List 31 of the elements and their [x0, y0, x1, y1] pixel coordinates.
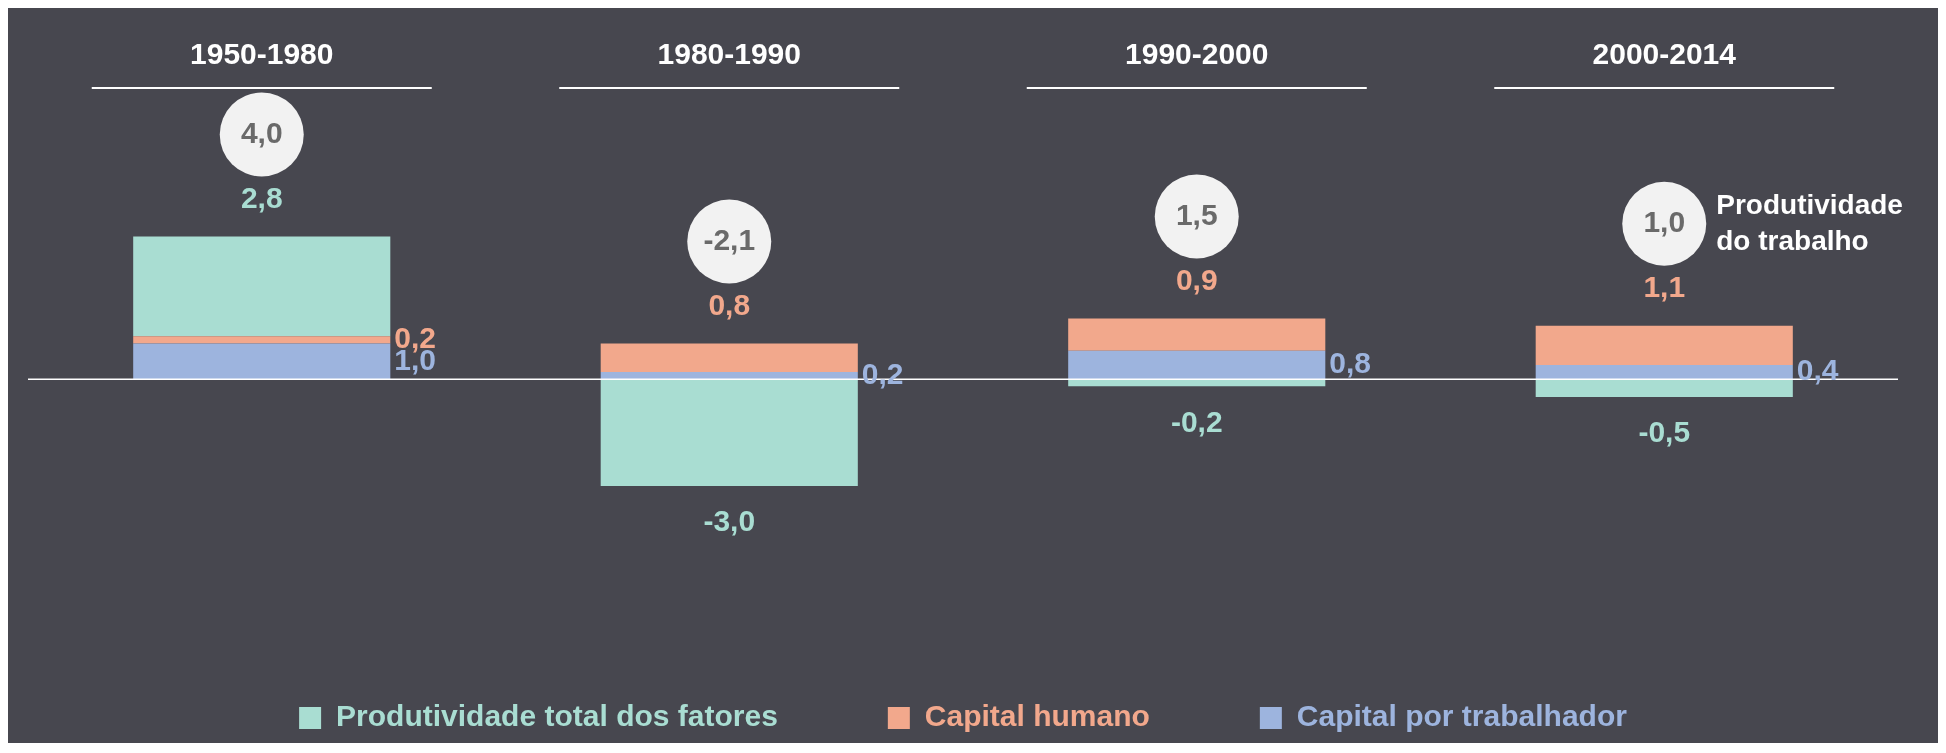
legend-label: Produtividade total dos fatores: [336, 699, 778, 733]
bar: [600, 343, 858, 373]
data-label: 0,8: [708, 287, 751, 321]
bar: [600, 379, 858, 487]
x-tick-label: 1990-2000: [1125, 37, 1269, 71]
data-label: 0,9: [1175, 262, 1218, 296]
total-label: 4,0: [240, 115, 283, 149]
data-label: -0,5: [1638, 415, 1691, 449]
x-tick-label: 1950-1980: [190, 37, 334, 71]
bar: [133, 343, 391, 380]
data-label: 1,1: [1643, 269, 1686, 303]
bar: [1068, 350, 1326, 380]
total-label: 1,0: [1643, 204, 1686, 238]
data-label: 0,4: [1796, 353, 1839, 387]
data-label: 2,8: [240, 180, 283, 214]
bar: [1535, 364, 1793, 380]
total-label: -2,1: [703, 222, 756, 256]
annotation: Produtividade do trabalho: [1716, 189, 1903, 257]
bar: [1535, 379, 1793, 397]
data-label: -0,2: [1170, 404, 1223, 438]
data-label: 0,8: [1329, 346, 1372, 380]
legend-label: Capital humano: [924, 699, 1150, 733]
bar: [133, 336, 391, 344]
data-label: -3,0: [703, 504, 756, 538]
x-tick-label: 1980-1990: [657, 37, 801, 71]
bar: [1068, 318, 1326, 351]
bar: [1535, 325, 1793, 365]
bar: [133, 236, 391, 337]
total-label: 1,5: [1175, 197, 1218, 231]
x-tick-label: 2000-2014: [1592, 37, 1737, 71]
legend-label: Capital por trabalhador: [1296, 699, 1628, 733]
